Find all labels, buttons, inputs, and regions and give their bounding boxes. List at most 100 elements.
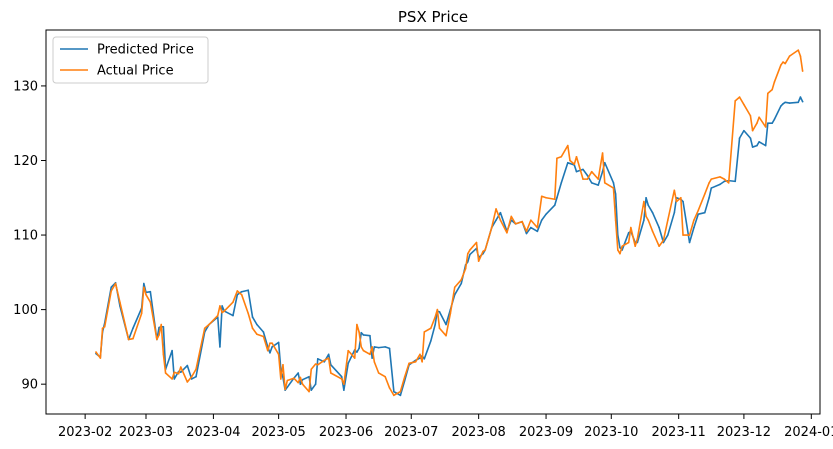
data-point-actual-price — [575, 155, 578, 158]
data-point-predicted-price — [369, 334, 371, 337]
data-point-actual-price — [256, 333, 258, 336]
data-point-actual-price — [643, 200, 645, 203]
data-point-actual-price — [723, 178, 726, 180]
data-point-actual-price — [216, 314, 219, 317]
data-point-predicted-price — [569, 162, 571, 165]
data-point-predicted-price — [764, 144, 767, 147]
data-point-predicted-price — [723, 180, 726, 183]
data-point-predicted-price — [782, 103, 784, 105]
data-point-actual-price — [697, 209, 700, 212]
data-point-predicted-price — [301, 378, 304, 381]
data-point-actual-price — [756, 122, 758, 124]
data-point-predicted-price — [643, 219, 645, 221]
data-point-actual-price — [132, 337, 134, 340]
data-point-actual-price — [482, 250, 484, 253]
data-point-predicted-price — [149, 290, 152, 293]
data-point-actual-price — [162, 353, 165, 356]
data-point-actual-price — [477, 260, 480, 262]
data-point-actual-price — [510, 215, 513, 218]
data-point-predicted-price — [362, 334, 365, 336]
data-point-actual-price — [751, 129, 754, 132]
data-point-actual-price — [423, 331, 426, 333]
data-point-actual-price — [221, 311, 223, 314]
data-point-actual-price — [771, 88, 773, 91]
data-point-predicted-price — [262, 331, 265, 333]
data-point-predicted-price — [310, 389, 313, 391]
data-point-actual-price — [573, 163, 576, 166]
data-point-predicted-price — [173, 378, 176, 380]
data-point-predicted-price — [651, 211, 654, 214]
data-point-actual-price — [308, 390, 310, 393]
data-point-actual-price — [434, 316, 436, 318]
data-point-actual-price — [171, 378, 173, 380]
data-point-predicted-price — [143, 282, 145, 285]
data-point-predicted-price — [575, 170, 578, 173]
data-point-predicted-price — [627, 232, 630, 234]
data-point-actual-price — [727, 182, 730, 184]
data-point-actual-price — [445, 334, 447, 337]
data-point-predicted-price — [358, 347, 360, 350]
data-point-actual-price — [330, 372, 332, 374]
data-point-predicted-price — [743, 129, 745, 132]
data-point-actual-price — [347, 349, 350, 352]
data-point-predicted-price — [780, 105, 782, 107]
data-point-actual-price — [414, 361, 417, 363]
data-point-actual-price — [645, 215, 647, 218]
x-tick-label: 2023-03 — [119, 425, 173, 440]
data-point-actual-price — [647, 219, 650, 221]
data-point-actual-price — [388, 387, 391, 389]
data-point-actual-price — [603, 182, 606, 184]
data-point-actual-price — [190, 375, 193, 378]
data-point-actual-price — [160, 323, 163, 326]
y-tick-label: 120 — [13, 154, 38, 169]
data-point-actual-price — [419, 353, 421, 356]
data-point-actual-price — [358, 331, 360, 333]
data-point-predicted-price — [240, 290, 243, 293]
data-point-actual-price — [299, 376, 302, 379]
data-point-predicted-price — [560, 182, 563, 184]
data-point-actual-price — [738, 96, 741, 98]
data-point-predicted-price — [499, 211, 502, 214]
y-tick-label: 100 — [13, 303, 38, 318]
data-point-actual-price — [403, 375, 406, 378]
data-point-actual-price — [530, 219, 532, 221]
data-point-predicted-price — [582, 168, 584, 171]
data-point-predicted-price — [132, 327, 134, 330]
x-tick-label: 2023-06 — [319, 425, 373, 440]
x-tick-label: 2023-02 — [58, 425, 112, 440]
data-point-actual-price — [127, 338, 130, 341]
data-point-predicted-price — [162, 325, 165, 328]
data-point-predicted-price — [316, 358, 319, 360]
data-point-actual-price — [799, 55, 802, 57]
data-point-predicted-price — [614, 193, 617, 195]
data-point-actual-price — [149, 301, 152, 303]
data-point-actual-price — [499, 219, 502, 221]
data-point-actual-price — [269, 342, 271, 344]
data-point-actual-price — [449, 312, 452, 315]
data-point-actual-price — [601, 152, 604, 154]
data-point-predicted-price — [180, 371, 182, 374]
data-point-actual-price — [710, 178, 713, 180]
data-point-predicted-price — [553, 204, 556, 207]
data-point-predicted-price — [460, 282, 463, 285]
data-point-predicted-price — [773, 118, 776, 121]
data-point-predicted-price — [299, 383, 302, 385]
plot-frame — [45, 29, 821, 415]
x-tick-label: 2023-11 — [652, 425, 706, 440]
data-point-actual-price — [619, 252, 621, 255]
data-point-predicted-price — [756, 144, 758, 147]
data-point-predicted-price — [251, 316, 254, 318]
data-point-predicted-price — [784, 101, 787, 104]
data-point-actual-price — [103, 325, 106, 328]
x-tick-label: 2023-10 — [584, 425, 638, 440]
data-point-predicted-price — [708, 196, 710, 199]
data-point-actual-price — [247, 312, 249, 315]
data-point-predicted-price — [495, 219, 497, 221]
data-point-actual-price — [784, 62, 787, 65]
data-point-actual-price — [703, 193, 706, 195]
data-point-actual-price — [484, 249, 486, 251]
data-point-predicted-price — [751, 146, 754, 148]
data-point-actual-price — [490, 226, 493, 229]
data-point-actual-price — [525, 230, 528, 233]
data-point-actual-price — [219, 305, 221, 307]
